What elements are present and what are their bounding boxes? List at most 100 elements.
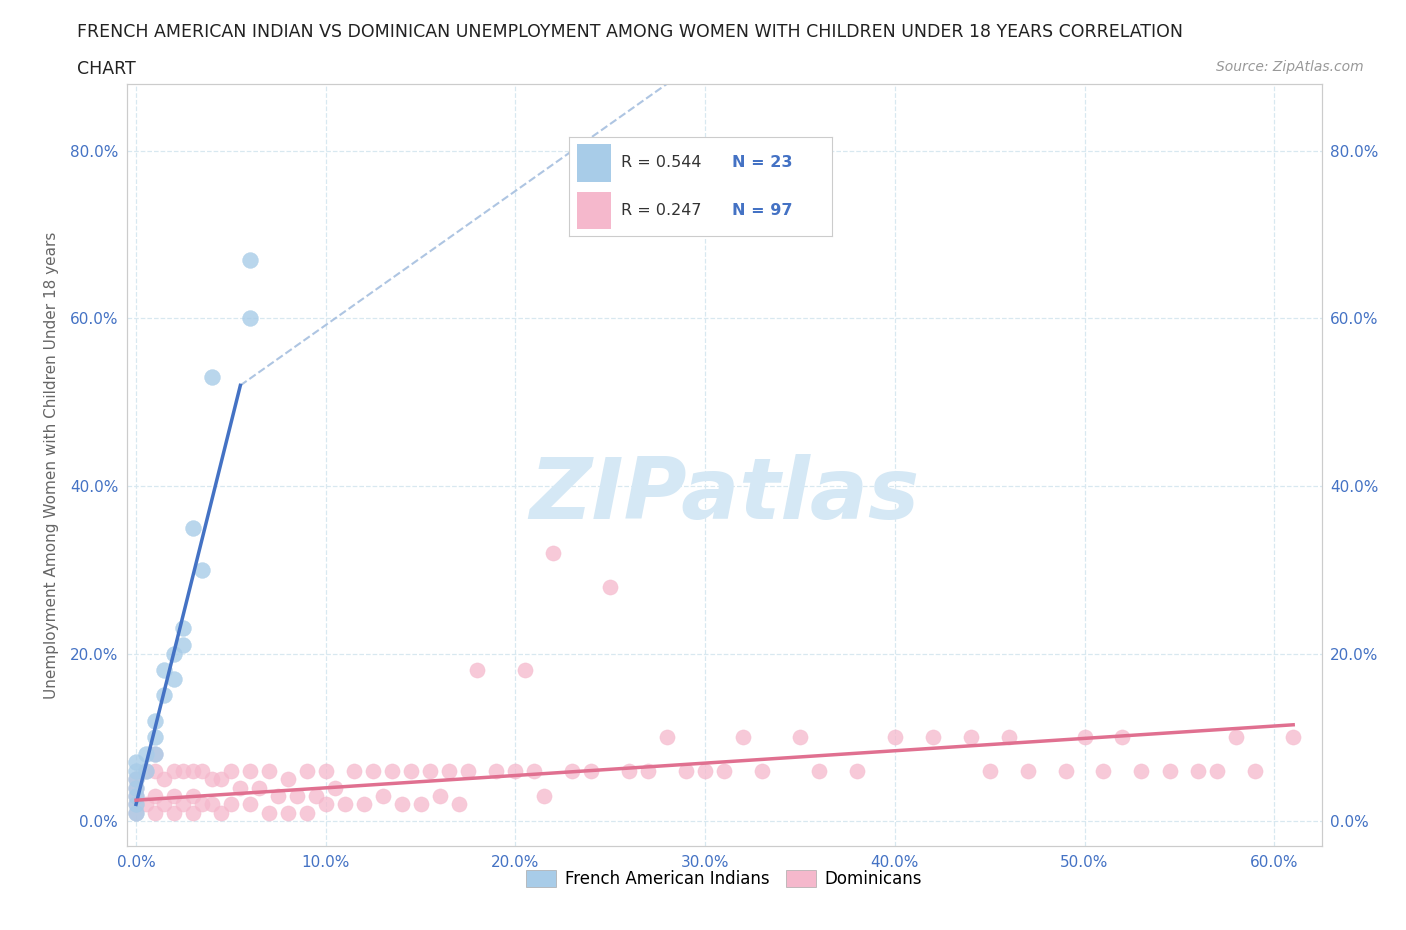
Point [267, 789, 290, 804]
Point [125, 780, 148, 795]
Point [333, 797, 356, 812]
Point [419, 764, 441, 778]
Point [447, 797, 470, 812]
Point [1054, 764, 1077, 778]
Point [657, 730, 679, 745]
Point [257, 805, 280, 820]
Point [191, 563, 214, 578]
Point [219, 797, 242, 812]
Point [295, 764, 318, 778]
Point [172, 638, 194, 653]
Point [163, 646, 186, 661]
Point [285, 789, 308, 804]
Point [381, 764, 404, 778]
Point [675, 764, 697, 778]
Point [1206, 764, 1229, 778]
Point [1017, 764, 1039, 778]
Point [713, 764, 735, 778]
Text: CHART: CHART [77, 60, 136, 78]
Point [1244, 764, 1267, 778]
Point [181, 764, 204, 778]
Point [125, 789, 148, 804]
Point [201, 369, 224, 384]
Point [371, 789, 394, 804]
Point [143, 764, 166, 778]
Point [153, 663, 176, 678]
Point [125, 797, 148, 812]
Text: Source: ZipAtlas.com: Source: ZipAtlas.com [1216, 60, 1364, 74]
Point [153, 772, 176, 787]
Point [807, 764, 830, 778]
Point [239, 764, 262, 778]
Point [239, 797, 262, 812]
Point [201, 772, 224, 787]
Point [637, 764, 659, 778]
Point [181, 789, 204, 804]
Point [533, 789, 555, 804]
Legend: French American Indians, Dominicans: French American Indians, Dominicans [520, 864, 928, 896]
Point [181, 521, 204, 536]
Point [581, 764, 603, 778]
Point [239, 252, 262, 267]
Point [153, 688, 176, 703]
Point [485, 764, 508, 778]
Point [143, 789, 166, 804]
Text: FRENCH AMERICAN INDIAN VS DOMINICAN UNEMPLOYMENT AMONG WOMEN WITH CHILDREN UNDER: FRENCH AMERICAN INDIAN VS DOMINICAN UNEM… [77, 23, 1184, 41]
Point [191, 764, 214, 778]
Point [1225, 730, 1247, 745]
Point [125, 764, 148, 778]
Point [361, 764, 384, 778]
Point [315, 764, 337, 778]
Point [353, 797, 375, 812]
Point [247, 780, 270, 795]
Point [467, 663, 489, 678]
Point [695, 764, 717, 778]
Point [125, 789, 148, 804]
Point [143, 747, 166, 762]
Point [561, 764, 583, 778]
Point [619, 764, 641, 778]
Point [125, 772, 148, 787]
Point [209, 805, 232, 820]
Point [343, 764, 366, 778]
Point [134, 764, 156, 778]
Point [143, 713, 166, 728]
Y-axis label: Unemployment Among Women with Children Under 18 years: Unemployment Among Women with Children U… [44, 232, 59, 698]
Point [429, 789, 451, 804]
Point [1111, 730, 1133, 745]
Point [1187, 764, 1209, 778]
Point [172, 764, 194, 778]
Point [229, 780, 252, 795]
Point [513, 663, 536, 678]
Point [134, 797, 156, 812]
Point [219, 764, 242, 778]
Point [163, 805, 186, 820]
Point [277, 772, 299, 787]
Point [1130, 764, 1153, 778]
Point [523, 764, 546, 778]
Point [125, 805, 148, 820]
Point [997, 730, 1019, 745]
Point [163, 789, 186, 804]
Point [1282, 730, 1305, 745]
Point [599, 579, 621, 594]
Point [143, 805, 166, 820]
Point [125, 797, 148, 812]
Point [1073, 730, 1095, 745]
Point [163, 671, 186, 686]
Point [125, 772, 148, 787]
Point [277, 805, 299, 820]
Point [172, 797, 194, 812]
Point [134, 764, 156, 778]
Point [209, 772, 232, 787]
Point [437, 764, 460, 778]
Point [543, 546, 565, 561]
Point [315, 797, 337, 812]
Point [181, 805, 204, 820]
Point [163, 764, 186, 778]
Point [125, 780, 148, 795]
Point [191, 797, 214, 812]
Point [305, 789, 328, 804]
Point [143, 747, 166, 762]
Point [134, 747, 156, 762]
